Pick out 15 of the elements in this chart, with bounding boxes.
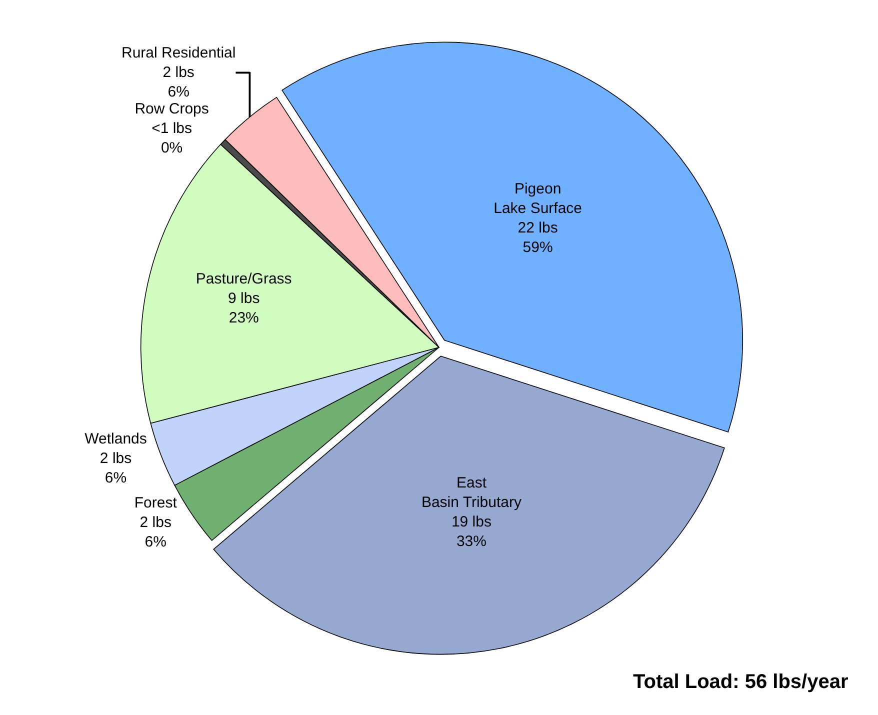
slice-label: Forest: [134, 494, 178, 512]
data-label: 9 lbs 23%: [228, 290, 260, 326]
slice-label: Pigeon Lake Surface: [494, 180, 582, 218]
text: Total Load: 56 lbs/year: [633, 671, 848, 693]
slice-label: East Basin Tributary: [421, 474, 522, 512]
slice-label: Pasture/Grass: [196, 270, 292, 288]
slice-label: Wetlands: [84, 430, 147, 448]
data-label: 2 lbs 6%: [162, 64, 194, 101]
data-label: 2 lbs 6%: [140, 514, 172, 551]
slice-label: Row Crops: [134, 100, 209, 118]
data-label: 22 lbs 59%: [518, 220, 558, 256]
data-label: 2 lbs 6%: [100, 450, 132, 487]
data-label: 19 lbs 33%: [451, 514, 492, 550]
data-label: <1 lbs 0%: [152, 120, 192, 157]
slice-label: Rural Residential: [121, 44, 236, 62]
